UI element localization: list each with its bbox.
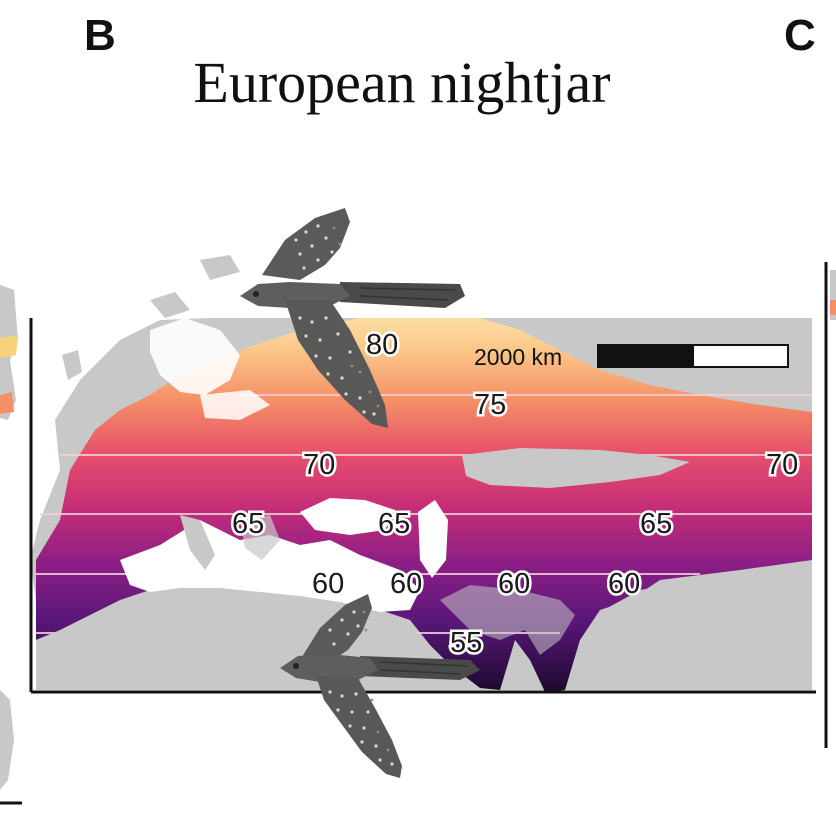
contour-label-70-east: 70 bbox=[766, 449, 798, 481]
map-frame bbox=[29, 318, 816, 694]
contour-label-60-b: 60 bbox=[390, 568, 422, 600]
scale-bar-fill bbox=[598, 345, 694, 367]
map-title: European nightjar bbox=[0, 54, 836, 112]
right-panel-remnant bbox=[824, 262, 836, 748]
contour-label-75: 75 bbox=[474, 389, 506, 421]
scale-bar: 2000 km bbox=[474, 344, 789, 370]
left-panel-remnant bbox=[0, 285, 22, 805]
contour-label-55: 55 bbox=[450, 627, 482, 659]
panel-letter-b: B bbox=[84, 11, 116, 60]
contour-label-70-west: 70 bbox=[303, 449, 335, 481]
contour-label-80: 80 bbox=[366, 329, 398, 361]
contour-label-60-d: 60 bbox=[608, 568, 640, 600]
contour-label-60-a: 60 bbox=[312, 568, 344, 600]
nightjar-top-icon bbox=[240, 208, 465, 428]
map-title-text: European nightjar bbox=[193, 50, 611, 115]
contour-label-65-east: 65 bbox=[640, 508, 672, 540]
scale-bar-label: 2000 km bbox=[474, 344, 562, 370]
panel-letter-c: C bbox=[784, 11, 816, 60]
contour-labels: 80 75 70 70 65 65 65 60 60 60 60 55 bbox=[230, 327, 801, 662]
nightjar-bottom-icon bbox=[280, 594, 480, 778]
contour-label-60-c: 60 bbox=[498, 568, 530, 600]
contour-label-65-west: 65 bbox=[232, 508, 264, 540]
contour-label-65-mid: 65 bbox=[378, 508, 410, 540]
